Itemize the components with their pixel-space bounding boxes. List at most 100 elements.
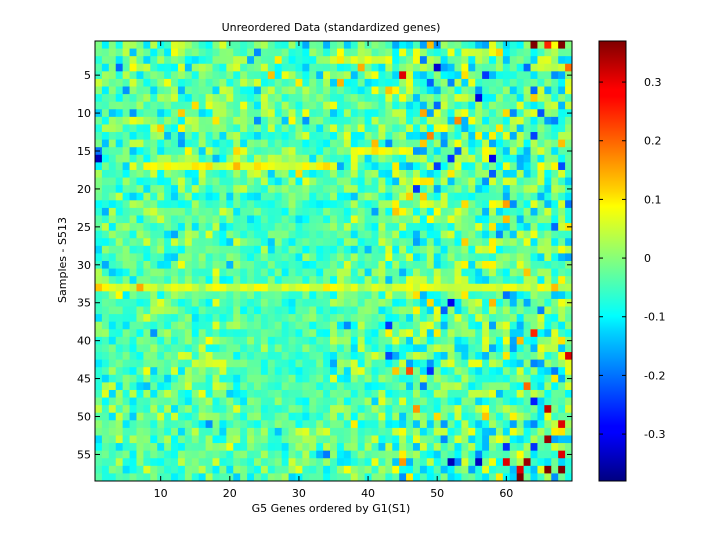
heatmap-cell bbox=[495, 276, 504, 285]
heatmap-cell bbox=[419, 116, 428, 125]
heatmap-cell bbox=[489, 397, 497, 406]
heatmap-cell bbox=[482, 238, 490, 247]
heatmap-cell bbox=[267, 435, 276, 444]
heatmap-cell bbox=[350, 177, 359, 186]
heatmap-cell bbox=[461, 298, 469, 308]
heatmap-cell bbox=[129, 473, 137, 482]
heatmap-cell bbox=[399, 435, 407, 444]
heatmap-cell bbox=[129, 139, 137, 148]
heatmap-cell bbox=[330, 389, 338, 399]
heatmap-cell bbox=[316, 86, 324, 95]
heatmap-cell bbox=[385, 71, 393, 80]
heatmap-cell bbox=[544, 420, 552, 429]
heatmap-cell bbox=[122, 352, 131, 361]
heatmap-cell bbox=[260, 314, 269, 323]
heatmap-cell bbox=[426, 63, 435, 72]
heatmap-cell bbox=[392, 427, 400, 436]
heatmap-cell bbox=[267, 253, 276, 262]
heatmap-cell bbox=[433, 139, 442, 148]
heatmap-cell bbox=[371, 116, 379, 125]
heatmap-cell bbox=[260, 473, 269, 482]
heatmap-cell bbox=[357, 306, 366, 315]
heatmap-cell bbox=[267, 389, 276, 399]
heatmap-cell bbox=[122, 124, 131, 133]
heatmap-cell bbox=[205, 359, 214, 368]
heatmap-cell bbox=[544, 245, 552, 254]
heatmap-cell bbox=[447, 321, 455, 330]
heatmap-cell bbox=[537, 101, 545, 110]
heatmap-cell bbox=[150, 147, 158, 156]
heatmap-cell bbox=[233, 352, 241, 361]
heatmap-cell bbox=[330, 63, 338, 72]
heatmap-cell bbox=[330, 132, 338, 141]
heatmap-cell bbox=[143, 412, 151, 421]
heatmap-cell bbox=[447, 185, 455, 194]
heatmap-cell bbox=[288, 450, 296, 459]
heatmap-cell bbox=[440, 124, 449, 133]
heatmap-cell bbox=[392, 283, 400, 292]
heatmap-cell bbox=[433, 336, 442, 345]
heatmap-cell bbox=[371, 192, 379, 201]
heatmap-cell bbox=[558, 94, 566, 103]
heatmap-cell bbox=[558, 336, 566, 345]
heatmap-cell bbox=[233, 473, 241, 482]
heatmap-cell bbox=[171, 101, 179, 110]
heatmap-cell bbox=[281, 283, 290, 292]
heatmap-cell bbox=[164, 329, 172, 338]
heatmap-cell bbox=[247, 336, 255, 345]
heatmap-cell bbox=[509, 389, 518, 399]
heatmap-cell bbox=[150, 71, 158, 80]
heatmap-cell bbox=[468, 291, 476, 300]
heatmap-cell bbox=[164, 344, 172, 353]
heatmap-cell bbox=[523, 367, 532, 376]
heatmap-cell bbox=[565, 124, 573, 133]
heatmap-cell bbox=[454, 48, 462, 57]
heatmap-cell bbox=[281, 124, 290, 133]
heatmap-cell bbox=[378, 359, 386, 368]
heatmap-cell bbox=[364, 200, 373, 209]
heatmap-cell bbox=[440, 238, 449, 247]
heatmap-cell bbox=[295, 336, 303, 345]
heatmap-cell bbox=[530, 147, 538, 156]
heatmap-cell bbox=[357, 397, 366, 406]
heatmap-cell bbox=[184, 321, 193, 330]
heatmap-cell bbox=[440, 321, 449, 330]
heatmap-cell bbox=[447, 56, 455, 65]
heatmap-cell bbox=[101, 147, 110, 156]
heatmap-cell bbox=[316, 458, 324, 467]
heatmap-cell bbox=[364, 185, 373, 194]
heatmap-cell bbox=[136, 207, 144, 216]
heatmap-cell bbox=[502, 101, 511, 110]
heatmap-cell bbox=[413, 71, 421, 80]
heatmap-cell bbox=[143, 450, 151, 459]
heatmap-cell bbox=[399, 147, 407, 156]
heatmap-cell bbox=[343, 321, 352, 330]
heatmap-cell bbox=[323, 458, 331, 467]
heatmap-cell bbox=[164, 48, 172, 57]
heatmap-cell bbox=[316, 200, 324, 209]
heatmap-cell bbox=[558, 132, 566, 141]
heatmap-cell bbox=[509, 41, 518, 50]
heatmap-cell bbox=[233, 116, 241, 125]
heatmap-cell bbox=[495, 268, 504, 277]
heatmap-cell bbox=[101, 283, 110, 292]
heatmap-cell bbox=[406, 261, 414, 270]
heatmap-cell bbox=[95, 367, 103, 376]
heatmap-cell bbox=[260, 230, 269, 239]
heatmap-cell bbox=[482, 306, 490, 315]
heatmap-cell bbox=[281, 344, 290, 353]
heatmap-cell bbox=[233, 443, 241, 452]
heatmap-cell bbox=[475, 291, 483, 300]
heatmap-cell bbox=[461, 245, 469, 254]
heatmap-cell bbox=[101, 207, 110, 216]
heatmap-cell bbox=[184, 420, 193, 429]
heatmap-cell bbox=[171, 344, 179, 353]
heatmap-cell bbox=[164, 412, 172, 421]
heatmap-cell bbox=[330, 177, 338, 186]
heatmap-cell bbox=[433, 238, 442, 247]
heatmap-cell bbox=[240, 367, 248, 376]
heatmap-cell bbox=[177, 139, 186, 148]
heatmap-cell bbox=[544, 465, 552, 474]
heatmap-cell bbox=[537, 78, 545, 88]
heatmap-cell bbox=[330, 352, 338, 361]
